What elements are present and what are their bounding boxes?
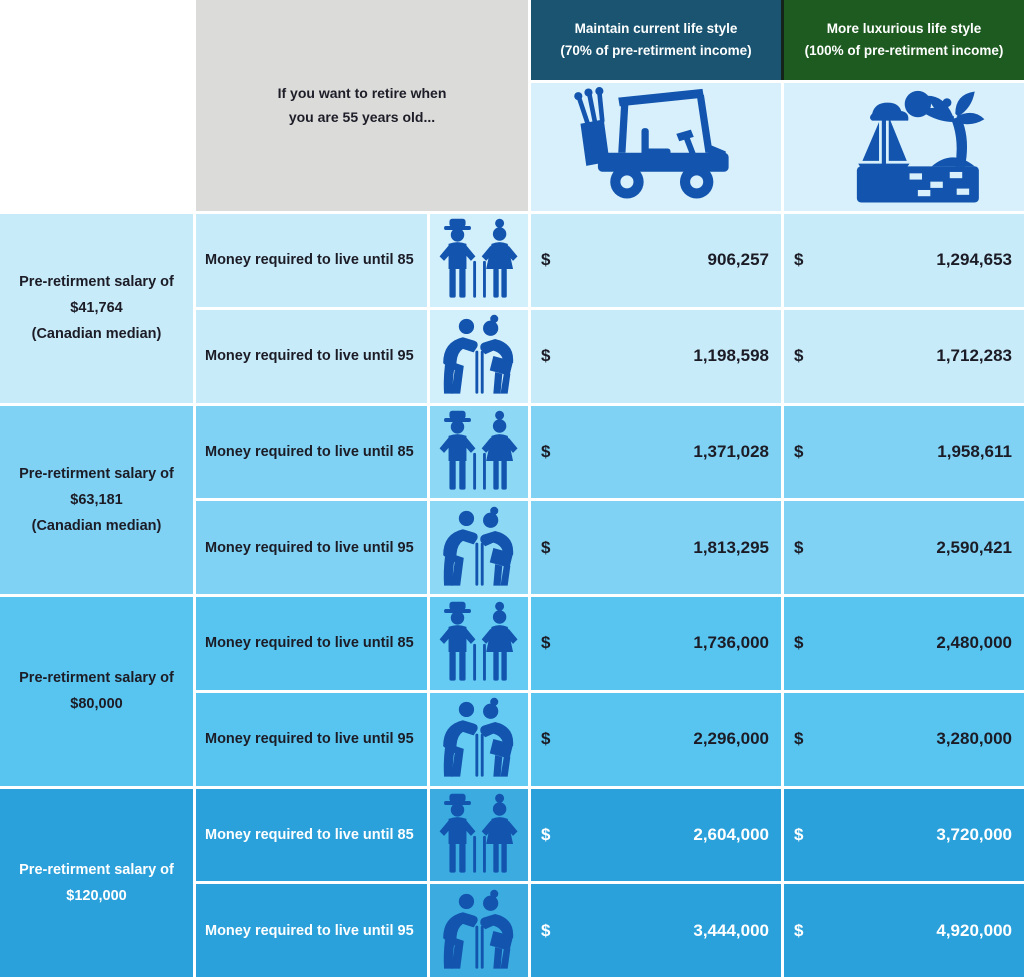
value-cell-luxurious: $4,920,000 — [784, 884, 1024, 977]
currency-symbol: $ — [794, 346, 804, 366]
elderly-couple-standing-icon — [430, 214, 528, 307]
salary-group-label: Pre-retirment salary of $80,000 — [0, 597, 193, 786]
row-label: Money required to live until 85 — [196, 214, 427, 307]
value-cell-maintain: $2,604,000 — [531, 788, 781, 882]
row-label: Money required to live until 95 — [196, 309, 427, 403]
golf-cart-icon — [531, 83, 781, 211]
value-cell-luxurious: $2,480,000 — [784, 597, 1024, 690]
row-label: Money required to live until 95 — [196, 884, 427, 977]
row-label: Money required to live until 95 — [196, 692, 427, 786]
amount: 3,720,000 — [936, 824, 1012, 844]
amount: 1,198,598 — [693, 346, 769, 366]
value-cell-maintain: $1,371,028 — [531, 405, 781, 499]
currency-symbol: $ — [541, 250, 551, 270]
amount: 1,813,295 — [693, 537, 769, 557]
amount: 1,736,000 — [693, 633, 769, 653]
elderly-couple-standing-icon — [430, 597, 528, 690]
amount: 2,604,000 — [693, 824, 769, 844]
salary-group-label: Pre-retirment salary of $120,000 — [0, 788, 193, 977]
amount: 1,371,028 — [693, 441, 769, 461]
corner-blank-cell — [0, 0, 193, 211]
amount: 3,280,000 — [936, 729, 1012, 749]
value-cell-maintain: $1,813,295 — [531, 501, 781, 594]
elderly-couple-hunched-icon — [430, 884, 528, 977]
row-label: Money required to live until 85 — [196, 405, 427, 499]
column-header-maintain: Maintain current life style (70% of pre-… — [531, 0, 781, 80]
amount: 906,257 — [707, 250, 769, 270]
amount: 4,920,000 — [936, 920, 1012, 940]
value-cell-maintain: $906,257 — [531, 214, 781, 307]
amount: 2,296,000 — [693, 729, 769, 749]
row-label: Money required to live until 85 — [196, 788, 427, 882]
retire-age-note: If you want to retire when you are 55 ye… — [196, 0, 528, 211]
value-cell-luxurious: $1,958,611 — [784, 405, 1024, 499]
currency-symbol: $ — [794, 920, 804, 940]
amount: 2,590,421 — [936, 537, 1012, 557]
currency-symbol: $ — [794, 824, 804, 844]
elderly-couple-standing-icon — [430, 788, 528, 882]
currency-symbol: $ — [541, 441, 551, 461]
currency-symbol: $ — [541, 729, 551, 749]
elderly-couple-hunched-icon — [430, 309, 528, 403]
currency-symbol: $ — [794, 633, 804, 653]
amount: 1,294,653 — [936, 250, 1012, 270]
salary-group-label: Pre-retirment salary of $63,181 (Canadia… — [0, 405, 193, 594]
currency-symbol: $ — [541, 633, 551, 653]
elderly-couple-hunched-icon — [430, 501, 528, 594]
salary-group-label: Pre-retirment salary of $41,764 (Canadia… — [0, 214, 193, 403]
row-label: Money required to live until 95 — [196, 501, 427, 594]
currency-symbol: $ — [794, 250, 804, 270]
column-header-luxurious: More luxurious life style (100% of pre-r… — [781, 0, 1024, 80]
currency-symbol: $ — [541, 824, 551, 844]
amount: 1,712,283 — [936, 346, 1012, 366]
value-cell-maintain: $1,198,598 — [531, 309, 781, 403]
value-cell-luxurious: $3,280,000 — [784, 692, 1024, 786]
currency-symbol: $ — [794, 441, 804, 461]
value-cell-maintain: $1,736,000 — [531, 597, 781, 690]
elderly-couple-hunched-icon — [430, 692, 528, 786]
value-cell-luxurious: $2,590,421 — [784, 501, 1024, 594]
value-cell-luxurious: $1,712,283 — [784, 309, 1024, 403]
currency-symbol: $ — [794, 729, 804, 749]
currency-symbol: $ — [541, 537, 551, 557]
amount: 1,958,611 — [937, 441, 1012, 461]
currency-symbol: $ — [541, 346, 551, 366]
amount: 2,480,000 — [936, 633, 1012, 653]
value-cell-maintain: $2,296,000 — [531, 692, 781, 786]
amount: 3,444,000 — [693, 920, 769, 940]
row-label: Money required to live until 85 — [196, 597, 427, 690]
currency-symbol: $ — [794, 537, 804, 557]
beach-vacation-icon — [784, 83, 1024, 211]
value-cell-luxurious: $3,720,000 — [784, 788, 1024, 882]
value-cell-maintain: $3,444,000 — [531, 884, 781, 977]
elderly-couple-standing-icon — [430, 405, 528, 499]
value-cell-luxurious: $1,294,653 — [784, 214, 1024, 307]
currency-symbol: $ — [541, 920, 551, 940]
